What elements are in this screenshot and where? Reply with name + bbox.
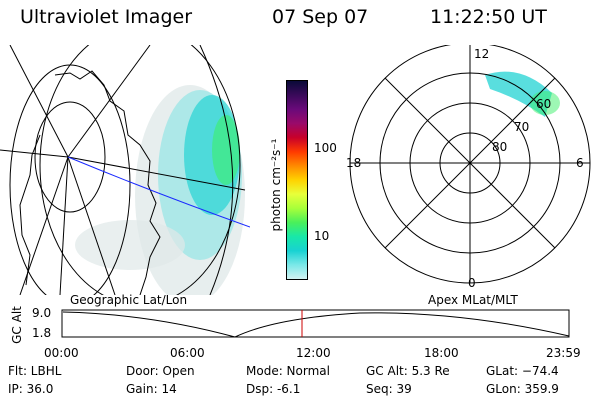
orbit-xtick-0600: 06:00 bbox=[170, 346, 205, 360]
polar-mlt-plot: 12 18 6 0 60 70 80 bbox=[346, 45, 591, 290]
orbit-altitude-curve bbox=[62, 311, 570, 338]
glat-info: GLat: −74.4 bbox=[486, 364, 559, 378]
ip-info: IP: 36.0 bbox=[8, 382, 54, 396]
orbit-altitude-plot bbox=[61, 309, 570, 338]
gain-info: Gain: 14 bbox=[126, 382, 177, 396]
mlt-0-label: 0 bbox=[468, 276, 476, 290]
seq-info: Seq: 39 bbox=[366, 382, 412, 396]
geographic-label: Geographic Lat/Lon bbox=[70, 293, 188, 307]
gc-alt-info: GC Alt: 5.3 Re bbox=[366, 364, 450, 378]
app-title: Ultraviolet Imager bbox=[20, 6, 193, 28]
orbit-xtick-1800: 18:00 bbox=[424, 346, 459, 360]
mlat-70-label: 70 bbox=[514, 120, 529, 134]
mlt-18-label: 18 bbox=[346, 156, 361, 170]
colorbar-gradient bbox=[287, 81, 307, 279]
dsp-info: Dsp: -6.1 bbox=[246, 382, 301, 396]
orbit-xtick-1200: 12:00 bbox=[296, 346, 331, 360]
door-info: Door: Open bbox=[126, 364, 195, 378]
mlat-60-label: 60 bbox=[536, 97, 551, 111]
colorbar-tick-100: 100 bbox=[314, 141, 337, 155]
mlt-12-label: 12 bbox=[474, 47, 489, 61]
colorbar bbox=[286, 80, 308, 280]
flt-info: Flt: LBHL bbox=[8, 364, 62, 378]
polar-label: Apex MLat/MLT bbox=[428, 293, 518, 307]
date-label: 07 Sep 07 bbox=[272, 6, 369, 28]
colorbar-label: photon cm⁻²s⁻¹ bbox=[269, 138, 283, 232]
orbit-ytick-bottom: 1.8 bbox=[32, 326, 52, 340]
glon-info: GLon: 359.9 bbox=[486, 382, 559, 396]
geographic-image bbox=[0, 45, 250, 295]
time-label: 11:22:50 UT bbox=[430, 6, 547, 28]
mode-info: Mode: Normal bbox=[246, 364, 330, 378]
orbit-xtick-0000: 00:00 bbox=[44, 346, 79, 360]
mlat-80-label: 80 bbox=[492, 140, 507, 154]
orbit-ylabel: GC Alt bbox=[10, 306, 24, 344]
colorbar-tick-10: 10 bbox=[314, 229, 330, 243]
orbit-xtick-2359: 23:59 bbox=[546, 346, 581, 360]
orbit-ytick-top: 9.0 bbox=[32, 306, 52, 320]
mlt-6-label: 6 bbox=[576, 156, 584, 170]
